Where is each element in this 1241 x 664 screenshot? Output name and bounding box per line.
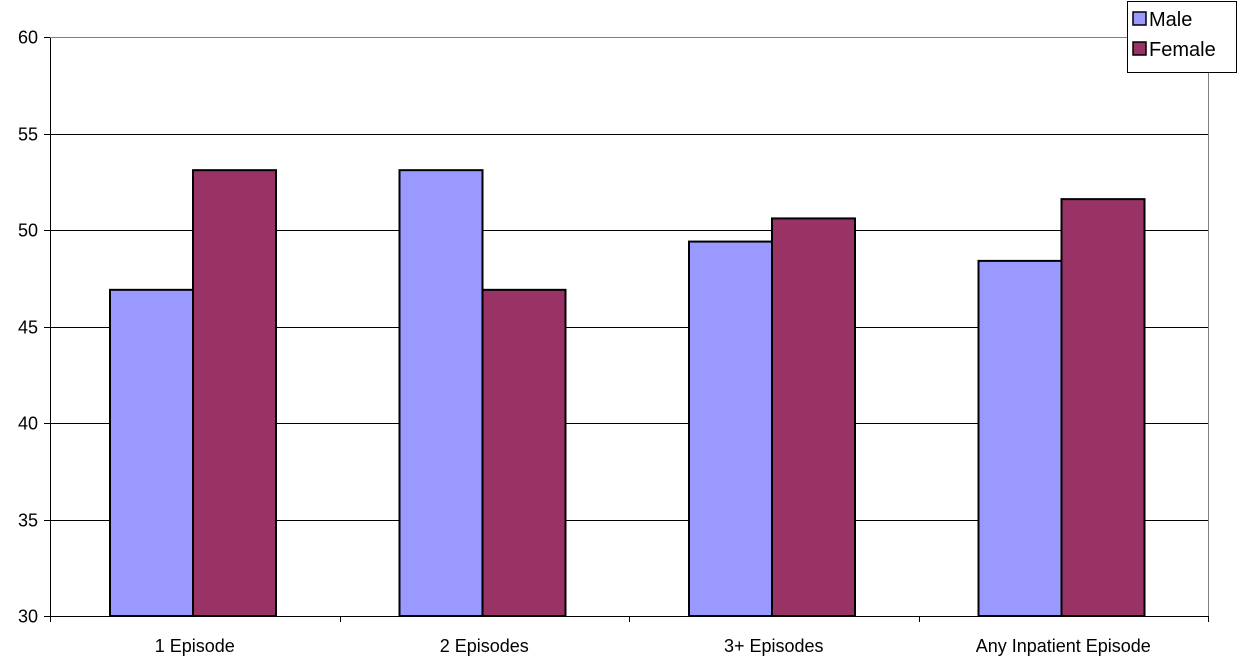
bar-female-1 <box>192 169 277 617</box>
bar-male-3 <box>688 240 773 618</box>
y-tick-label: 50 <box>18 221 38 241</box>
legend-box <box>1127 1 1237 73</box>
legend-swatch-male <box>1132 11 1147 26</box>
y-tick-label: 30 <box>18 607 38 627</box>
y-tick-label: 45 <box>18 318 38 338</box>
bars <box>109 169 1146 618</box>
x-tick-label: Any Inpatient Episode <box>976 636 1151 656</box>
legend-swatch-female <box>1132 41 1147 56</box>
legend-label-female: Female <box>1149 39 1216 61</box>
y-tick-label: 55 <box>18 125 38 145</box>
x-tick-label: 1 Episode <box>155 636 235 656</box>
y-tick-label: 35 <box>18 511 38 531</box>
bar-male-2 <box>398 169 484 617</box>
axes <box>44 37 1209 622</box>
bar-male-4 <box>977 259 1063 617</box>
x-tick-label: 3+ Episodes <box>724 636 824 656</box>
y-tick-label: 40 <box>18 414 38 434</box>
legend: Male Female <box>1127 1 1237 73</box>
y-tick-label: 60 <box>18 28 38 48</box>
y-tick-labels: 30 35 40 45 50 55 60 <box>18 28 38 627</box>
bar-female-2 <box>481 288 567 617</box>
x-tick-label: 2 Episodes <box>440 636 529 656</box>
bar-male-1 <box>109 288 194 617</box>
x-tick-labels: 1 Episode 2 Episodes 3+ Episodes Any Inpati… <box>155 636 1151 656</box>
bar-female-4 <box>1060 198 1146 617</box>
legend-label-male: Male <box>1149 9 1192 31</box>
bar-female-3 <box>771 217 856 617</box>
